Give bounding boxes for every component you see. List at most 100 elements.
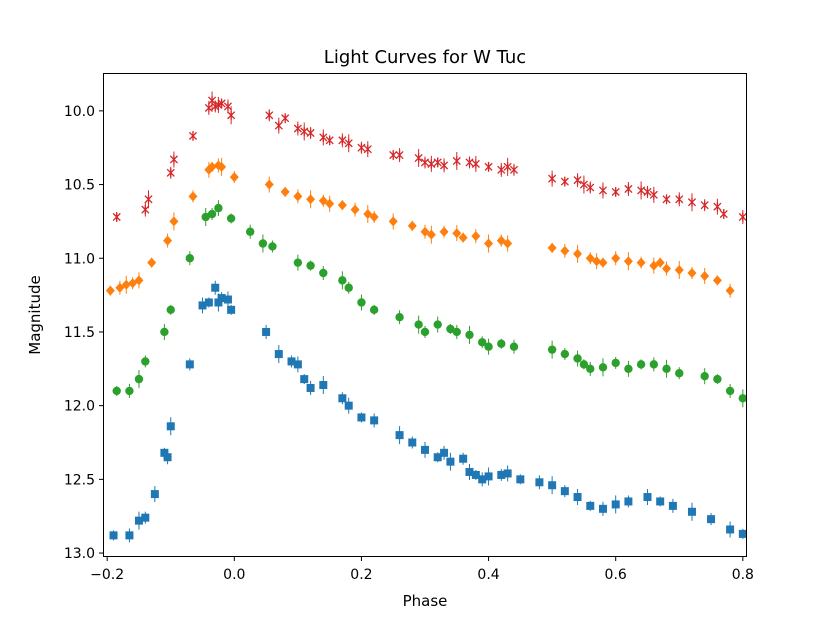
data-point: [388, 213, 398, 230]
data-point: [560, 485, 569, 498]
data-marks: [105, 91, 748, 543]
data-point: [369, 304, 379, 315]
data-point: [674, 261, 684, 280]
data-point: [471, 469, 480, 480]
series-2: [112, 200, 748, 408]
data-point: [592, 253, 602, 270]
data-point: [166, 166, 175, 179]
data-point: [268, 240, 277, 253]
data-point: [198, 297, 207, 314]
data-point: [141, 202, 150, 217]
data-point: [160, 323, 169, 340]
data-point: [105, 285, 115, 296]
data-point: [363, 141, 372, 158]
data-point: [611, 495, 620, 514]
data-point: [420, 325, 430, 338]
data-point: [700, 267, 710, 284]
data-point: [560, 243, 570, 258]
data-point: [115, 280, 125, 295]
data-point: [624, 181, 633, 196]
data-point: [623, 252, 633, 271]
data-point: [573, 244, 583, 263]
data-point: [598, 182, 608, 199]
data-point: [325, 135, 334, 146]
data-point: [144, 190, 153, 209]
y-tick-label: 11.0: [64, 251, 95, 267]
data-point: [713, 374, 722, 385]
data-point: [452, 324, 461, 339]
series-1: [109, 280, 747, 543]
data-point: [611, 356, 620, 369]
data-point: [207, 161, 217, 172]
data-point: [207, 208, 217, 221]
data-point: [112, 385, 121, 396]
data-point: [357, 294, 366, 311]
data-point: [125, 383, 134, 398]
data-point: [509, 339, 519, 354]
data-point: [128, 277, 138, 290]
data-point: [414, 315, 423, 334]
data-point: [497, 338, 506, 349]
data-point: [598, 358, 608, 377]
data-point: [446, 452, 455, 471]
data-point: [586, 361, 595, 376]
data-point: [363, 205, 373, 224]
data-point: [264, 176, 274, 193]
data-point: [624, 360, 633, 377]
data-point: [465, 463, 474, 480]
y-tick-label: 10.5: [64, 178, 95, 194]
data-point: [134, 272, 144, 289]
data-point: [675, 367, 684, 380]
data-point: [121, 275, 131, 294]
data-point: [163, 233, 173, 248]
data-point: [338, 392, 347, 405]
data-point: [636, 359, 646, 370]
x-tick-label: −0.2: [90, 567, 124, 583]
data-point: [306, 126, 315, 139]
data-point: [420, 156, 430, 169]
data-point: [274, 345, 283, 364]
data-point: [300, 122, 309, 141]
data-point: [112, 211, 121, 222]
x-axis-label: Phase: [403, 592, 448, 610]
data-point: [134, 370, 144, 389]
data-point: [217, 98, 226, 109]
data-point: [662, 261, 672, 276]
data-point: [109, 530, 118, 541]
data-point: [458, 232, 468, 243]
data-point: [204, 297, 213, 308]
chart-title: Light Curves for W Tuc: [324, 47, 526, 68]
data-point: [560, 348, 570, 361]
data-point: [433, 157, 442, 168]
data-point: [306, 190, 316, 209]
data-point: [675, 192, 684, 207]
data-point: [687, 193, 697, 212]
x-tick-label: 0.2: [350, 567, 372, 583]
data-point: [560, 176, 569, 187]
y-axis: 10.0 10.5 11.0 11.5 12.0 12.5 13.0: [64, 104, 104, 562]
data-point: [125, 528, 134, 543]
data-point: [426, 225, 436, 244]
data-point: [188, 190, 198, 203]
data-point: [217, 292, 226, 305]
data-point: [306, 380, 315, 395]
data-point: [643, 489, 652, 506]
data-point: [465, 156, 474, 169]
data-point: [319, 265, 328, 280]
data-point: [300, 374, 309, 385]
data-point: [707, 513, 716, 526]
data-point: [655, 257, 665, 268]
data-point: [337, 200, 347, 211]
y-tick-label: 12.5: [64, 472, 95, 488]
data-point: [585, 252, 595, 265]
data-point: [579, 175, 588, 194]
y-axis-label: Magnitude: [26, 275, 44, 354]
data-point: [725, 383, 735, 398]
data-point: [287, 355, 296, 368]
data-point: [637, 181, 646, 200]
data-point: [465, 325, 474, 344]
data-point: [573, 350, 582, 367]
data-point: [446, 324, 455, 335]
data-point: [440, 445, 449, 460]
data-point: [421, 441, 429, 458]
